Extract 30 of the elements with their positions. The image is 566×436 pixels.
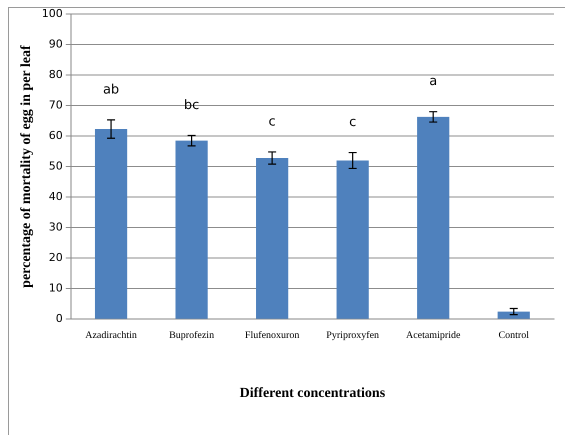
bar (336, 160, 369, 319)
y-tick-label: 10 (48, 282, 63, 295)
y-tick-label: 0 (56, 312, 63, 326)
y-tick-label: 80 (48, 68, 63, 81)
y-tick-label: 70 (48, 98, 63, 112)
bar (498, 312, 530, 319)
y-tick-label: 50 (48, 159, 63, 172)
annotation: c (268, 114, 276, 130)
bar (256, 158, 288, 319)
bar (94, 129, 128, 319)
x-tick-label: Buprofezin (169, 330, 214, 341)
x-tick-label: Pyriproxyfen (326, 330, 380, 341)
y-tick-label: 30 (48, 220, 63, 234)
annotation: bc (184, 98, 200, 113)
annotation: a (429, 74, 438, 90)
bar (175, 140, 208, 319)
x-axis-title: Different concentrations (240, 386, 386, 402)
y-tick-label: 20 (48, 251, 63, 264)
y-axis-title: percentage of mortality of egg in per leaf (19, 45, 34, 288)
x-tick-label: Control (498, 330, 530, 341)
annotation: ab (102, 82, 120, 98)
y-tick-label: 60 (48, 128, 63, 142)
x-tick-label: Acetamipride (406, 330, 461, 341)
x-tick-label: Azadirachtin (85, 330, 137, 341)
bar (417, 116, 450, 319)
x-tick-label: Flufenoxuron (244, 330, 300, 341)
annotation: c (349, 114, 356, 130)
y-tick-label: 90 (48, 37, 63, 50)
y-tick-label: 100 (42, 6, 63, 20)
y-tick-label: 40 (48, 190, 63, 203)
